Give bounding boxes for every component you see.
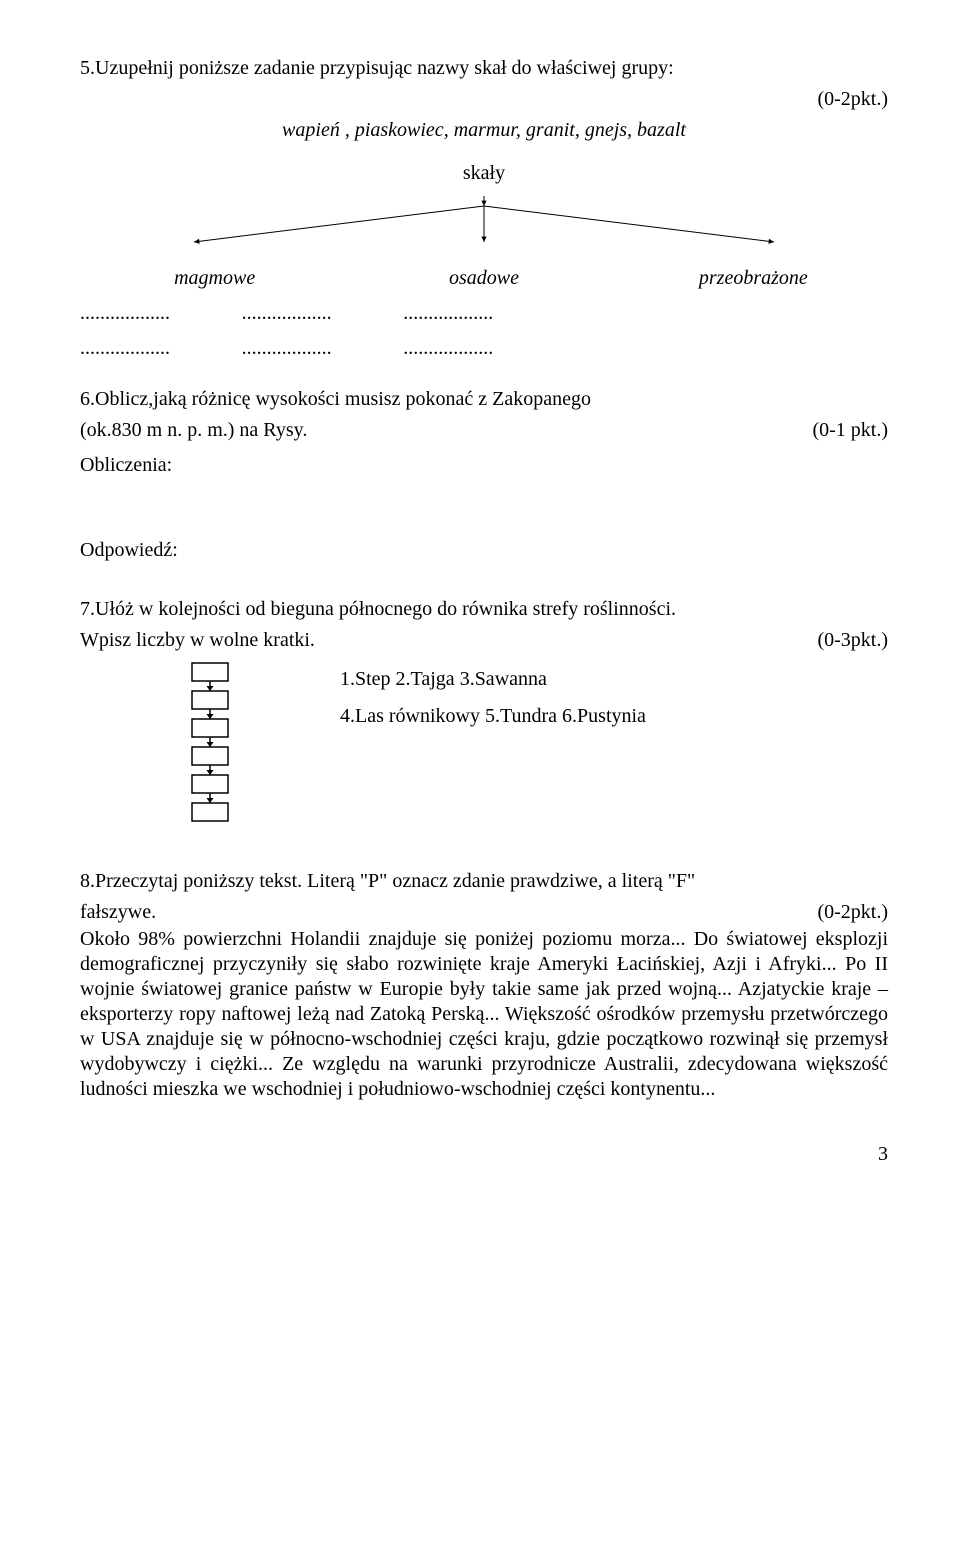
q5-blank[interactable]: .................. (80, 301, 242, 326)
q7-boxes-col (80, 661, 340, 829)
q5-blanks-row-1: .................. .................. ..… (80, 301, 565, 326)
page-number: 3 (80, 1142, 888, 1167)
q8-prompt-b: fałszywe. (80, 900, 817, 925)
question-8: 8.Przeczytaj poniższy tekst. Literą "P" … (80, 869, 888, 1102)
q5-blank[interactable]: .................. (403, 301, 565, 326)
q6-answer-label: Odpowiedź: (80, 538, 888, 563)
q7-line1: 7.Ułóż w kolejności od bieguna północneg… (80, 597, 888, 622)
q7-points: (0-3pkt.) (817, 628, 888, 653)
q8-body-text: Około 98% powierzchni Holandii znajduje … (80, 927, 888, 1102)
q6-calc-label: Obliczenia: (80, 453, 888, 478)
q7-line2: Wpisz liczby w wolne kratki. (80, 628, 817, 653)
q5-branch-2: osadowe (349, 266, 618, 291)
q5-points: (0-2pkt.) (80, 87, 888, 112)
question-7: 7.Ułóż w kolejności od bieguna północneg… (80, 597, 888, 829)
q5-rocks-list: wapień , piaskowiec, marmur, granit, gne… (80, 118, 888, 143)
q7-list-col: 1.Step 2.Tajga 3.Sawanna 4.Las równikowy… (340, 661, 888, 829)
q5-blank[interactable]: .................. (242, 336, 404, 361)
q8-prompt-a: 8.Przeczytaj poniższy tekst. Literą "P" … (80, 869, 888, 894)
q5-tree-diagram (124, 192, 844, 248)
q5-branch-row: magmowe osadowe przeobrażone (80, 266, 888, 291)
q7-options-row-1: 1.Step 2.Tajga 3.Sawanna (340, 667, 888, 692)
q8-points: (0-2pkt.) (817, 900, 888, 925)
q6-line2: (ok.830 m n. p. m.) na Rysy. (80, 418, 812, 443)
q7-boxes-diagram (182, 661, 238, 829)
question-6: 6.Oblicz,jaką różnicę wysokości musisz p… (80, 387, 888, 563)
q5-prompt: 5.Uzupełnij poniższe zadanie przypisując… (80, 56, 888, 81)
q5-blank[interactable]: .................. (80, 336, 242, 361)
q6-line1: 6.Oblicz,jaką różnicę wysokości musisz p… (80, 387, 888, 412)
q5-blank[interactable]: .................. (403, 336, 565, 361)
q5-branch-3: przeobrażone (619, 266, 888, 291)
q5-tree-root: skały (80, 161, 888, 186)
question-5: 5.Uzupełnij poniższe zadanie przypisując… (80, 56, 888, 361)
q5-branch-1: magmowe (80, 266, 349, 291)
q6-points: (0-1 pkt.) (812, 418, 888, 443)
q5-blank[interactable]: .................. (242, 301, 404, 326)
q5-blanks-row-2: .................. .................. ..… (80, 336, 565, 361)
q7-options-row-2: 4.Las równikowy 5.Tundra 6.Pustynia (340, 704, 888, 729)
